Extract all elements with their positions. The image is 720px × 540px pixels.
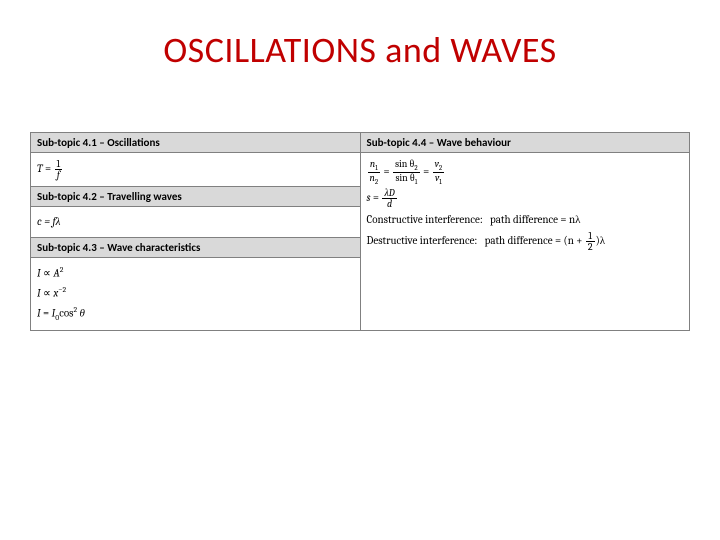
formula-table: Sub-topic 4.1 – Oscillations T = 1 f Sub… [30,132,690,331]
table-col-left: Sub-topic 4.1 – Oscillations T = 1 f Sub… [31,133,361,330]
cell-4-4: n1 n2 = sin θ2 sin θ1 = v2 v1 s = [361,153,690,258]
cell-4-1: T = 1 f [31,153,360,186]
header-4-2: Sub-topic 4.2 – Travelling waves [31,186,360,207]
formula-constructive: Constructive interference: path differen… [367,211,684,229]
formula-I-x2: I ∝ x−2 [37,284,354,302]
header-4-1: Sub-topic 4.1 – Oscillations [31,133,360,153]
formula-c: c = fλ [37,213,354,231]
header-4-4: Sub-topic 4.4 – Wave behaviour [361,133,690,153]
formula-I-cos2: I = I0cos2 θ [37,304,354,324]
header-4-3: Sub-topic 4.3 – Wave characteristics [31,237,360,258]
cell-4-2: c = fλ [31,207,360,237]
slide-page: OSCILLATIONS and WAVES Sub-topic 4.1 – O… [0,0,720,540]
table-col-right: Sub-topic 4.4 – Wave behaviour n1 n2 = s… [361,133,690,330]
formula-I-A2: I ∝ A2 [37,264,354,282]
formula-T: T = 1 f [37,159,354,180]
formula-destructive: Destructive interference: path differenc… [367,231,684,252]
page-title: OSCILLATIONS and WAVES [30,28,690,72]
formula-s: s = λD d [367,188,684,209]
cell-4-3: I ∝ A2 I ∝ x−2 I = I0cos2 θ [31,258,360,331]
formula-snell: n1 n2 = sin θ2 sin θ1 = v2 v1 [367,159,684,186]
